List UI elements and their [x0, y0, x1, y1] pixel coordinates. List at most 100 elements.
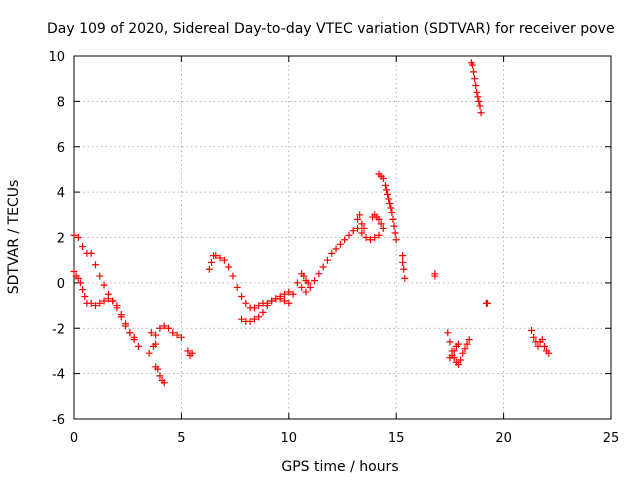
data-point: [387, 204, 395, 212]
data-point: [134, 342, 142, 350]
data-point: [233, 283, 241, 291]
data-point: [147, 329, 155, 337]
data-point: [385, 195, 393, 203]
data-point: [375, 215, 383, 223]
data-point: [391, 229, 399, 237]
data-point: [399, 252, 407, 260]
data-point: [250, 304, 258, 312]
data-points: [70, 59, 553, 387]
series-arc-15: [399, 252, 409, 282]
data-point: [276, 295, 284, 303]
data-point: [154, 365, 162, 373]
series-arc-2: [70, 268, 138, 341]
data-point: [100, 281, 108, 289]
data-point: [383, 186, 391, 194]
data-point: [448, 351, 456, 359]
series-arc-5: [147, 329, 160, 348]
data-point: [471, 75, 479, 83]
y-tick-label: 4: [57, 186, 65, 201]
data-point: [528, 327, 536, 335]
data-point: [259, 308, 267, 316]
data-point: [87, 299, 95, 307]
series-arc-19: [467, 59, 485, 117]
series-arc-8: [238, 295, 293, 325]
data-point: [354, 215, 362, 223]
data-point: [152, 340, 160, 348]
data-point: [450, 347, 458, 355]
x-tick-label: 20: [495, 431, 512, 446]
data-point: [117, 313, 125, 321]
y-tick-label: 6: [57, 141, 65, 156]
data-point: [470, 68, 478, 76]
data-point: [319, 263, 327, 271]
data-point: [399, 258, 407, 266]
data-point: [81, 292, 89, 300]
data-point: [332, 245, 340, 253]
data-point: [293, 279, 301, 287]
data-point: [145, 349, 153, 357]
data-point: [74, 274, 82, 282]
data-point: [345, 231, 353, 239]
x-tick-label: 5: [177, 431, 185, 446]
series-arc-20: [482, 299, 491, 307]
data-point: [336, 240, 344, 248]
data-point: [96, 299, 104, 307]
data-point: [165, 324, 173, 332]
data-point: [379, 175, 387, 183]
data-point: [358, 229, 366, 237]
data-point: [87, 249, 95, 257]
data-point: [255, 313, 263, 321]
data-point: [300, 272, 308, 280]
data-point: [530, 333, 538, 341]
data-point: [109, 297, 117, 305]
data-point: [381, 181, 389, 189]
series-arc-18: [446, 340, 462, 362]
data-point: [377, 220, 385, 228]
data-point: [468, 61, 476, 69]
data-point: [306, 283, 314, 291]
y-tick-label: 10: [48, 50, 65, 65]
data-point: [207, 258, 215, 266]
data-point: [366, 236, 374, 244]
series-arc-16: [431, 270, 439, 280]
series-arc-3: [145, 322, 185, 357]
data-point: [229, 272, 237, 280]
data-point: [281, 297, 289, 305]
data-point: [472, 81, 480, 89]
data-point: [358, 220, 366, 228]
data-point: [177, 333, 185, 341]
data-point: [79, 286, 87, 294]
data-point: [431, 272, 439, 280]
data-point: [540, 342, 548, 350]
data-point: [91, 261, 99, 269]
series-arc-6: [184, 347, 196, 359]
data-point: [371, 234, 379, 241]
data-point: [156, 324, 164, 332]
y-tick-label: 2: [57, 232, 65, 247]
data-point: [465, 336, 473, 344]
x-tick-label: 10: [281, 431, 298, 446]
data-point: [400, 265, 408, 273]
series-arc-9: [293, 224, 383, 296]
y-axis-label: SDTVAR / TECUs: [6, 180, 22, 295]
data-point: [349, 227, 357, 235]
chart-title: Day 109 of 2020, Sidereal Day-to-day VTE…: [47, 21, 615, 37]
data-point: [70, 268, 78, 276]
data-point: [341, 236, 349, 244]
x-tick-label: 15: [388, 431, 405, 446]
y-tick-label: -2: [52, 322, 65, 337]
data-point: [104, 295, 112, 303]
x-tick-label: 0: [70, 431, 78, 446]
x-tick-label: 25: [603, 431, 620, 446]
data-point: [225, 263, 233, 271]
y-tick-label: -4: [52, 368, 65, 383]
data-point: [362, 234, 370, 241]
data-point: [238, 292, 246, 300]
series-arc-11: [354, 211, 368, 232]
data-point: [263, 302, 271, 310]
data-point: [354, 224, 362, 232]
data-point: [220, 256, 228, 264]
data-point: [184, 347, 192, 355]
data-point: [250, 315, 258, 323]
